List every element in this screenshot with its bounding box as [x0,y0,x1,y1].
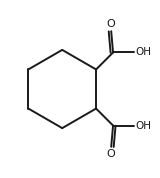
Text: O: O [107,19,116,29]
Text: OH: OH [136,121,152,130]
Text: O: O [107,149,116,159]
Text: OH: OH [136,48,152,57]
